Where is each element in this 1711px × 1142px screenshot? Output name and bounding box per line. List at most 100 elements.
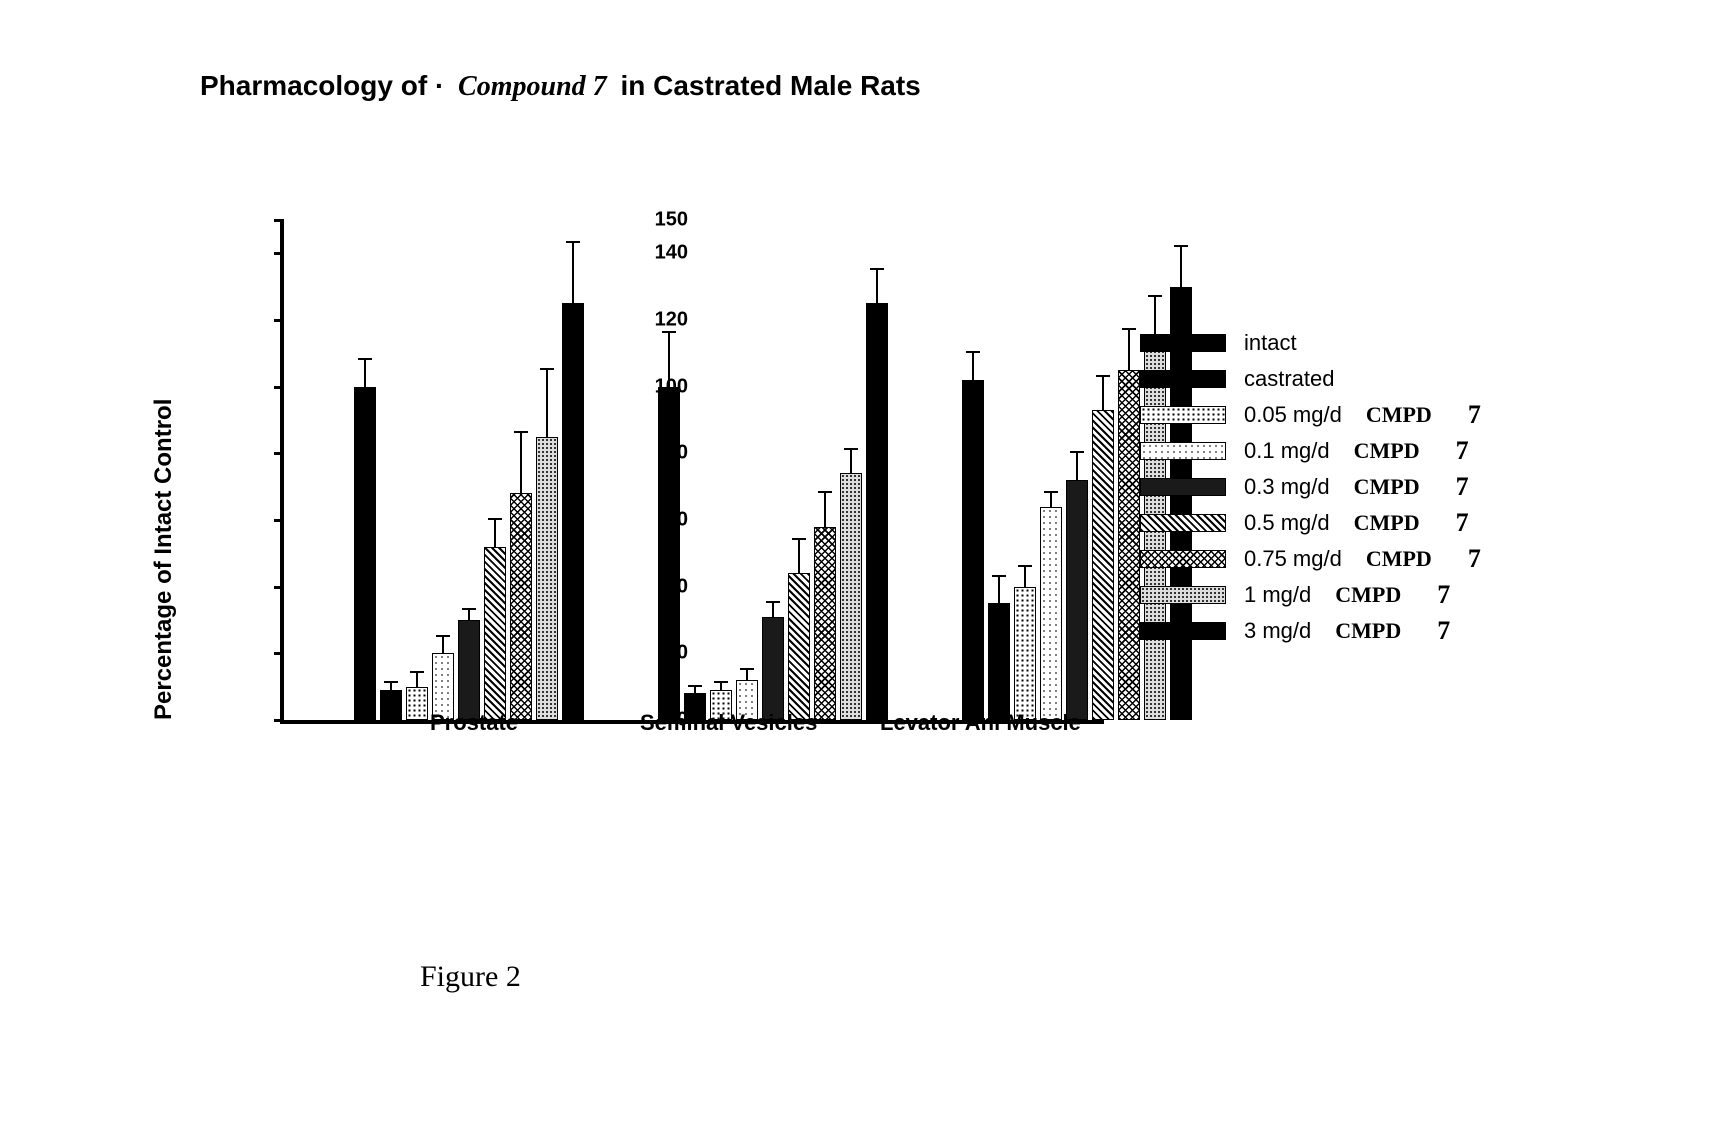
figure-caption: Figure 2 — [420, 960, 521, 994]
legend-row: castrated — [1140, 361, 1481, 397]
error-bar — [694, 687, 696, 694]
bar — [1040, 507, 1062, 720]
bar — [762, 617, 784, 720]
legend-swatch — [1140, 406, 1226, 424]
page: Pharmacology of · Compound 7 in Castrate… — [0, 0, 1711, 1142]
error-bar — [850, 450, 852, 473]
error-bar — [720, 683, 722, 690]
legend-row: 0.05 mg/dCMPD7 — [1140, 397, 1481, 433]
bar — [658, 387, 680, 720]
legend-label: 0.05 mg/d — [1244, 402, 1342, 428]
legend-trail-number: 7 — [1468, 544, 1481, 574]
chart-area: Percentage of Intact Control intactcastr… — [160, 200, 1520, 800]
error-cap — [766, 601, 780, 603]
title-compound-handwritten: Compound 7 — [458, 71, 607, 103]
legend-row: 1 mg/dCMPD7 — [1140, 577, 1481, 613]
legend-swatch — [1140, 622, 1226, 640]
ytick-label: 20 — [666, 642, 688, 665]
bar — [380, 690, 402, 720]
error-cap — [844, 448, 858, 450]
bar — [1092, 410, 1114, 720]
ytick-label: 120 — [655, 309, 688, 332]
legend-trail-number: 7 — [1456, 436, 1469, 466]
ytick-mark — [274, 219, 284, 222]
legend-row: intact — [1140, 325, 1481, 361]
bar — [814, 527, 836, 720]
error-cap — [992, 575, 1006, 577]
error-cap — [462, 608, 476, 610]
error-cap — [1148, 295, 1162, 297]
legend-label: 0.3 mg/d — [1244, 474, 1330, 500]
legend-trail-number: 7 — [1437, 580, 1450, 610]
error-cap — [410, 671, 424, 673]
error-bar — [1102, 377, 1104, 410]
error-bar — [364, 360, 366, 387]
error-cap — [1122, 328, 1136, 330]
bar — [354, 387, 376, 720]
legend-swatch — [1140, 586, 1226, 604]
error-cap — [488, 518, 502, 520]
legend-swatch — [1140, 370, 1226, 388]
ytick-label: 80 — [666, 442, 688, 465]
legend-row: 0.3 mg/dCMPD7 — [1140, 469, 1481, 505]
legend-label: 0.1 mg/d — [1244, 438, 1330, 464]
bar — [484, 547, 506, 720]
legend-handwritten: CMPD — [1354, 474, 1420, 500]
ytick-mark — [274, 519, 284, 522]
legend-row: 0.5 mg/d CMPD 7 — [1140, 505, 1481, 541]
legend-row: 3 mg/dCMPD7 — [1140, 613, 1481, 649]
legend-row: 0.1 mg/dCMPD7 — [1140, 433, 1481, 469]
error-cap — [1044, 491, 1058, 493]
error-cap — [358, 358, 372, 360]
ytick-mark — [274, 719, 284, 722]
error-bar — [494, 520, 496, 547]
chart-title: Pharmacology of · Compound 7 in Castrate… — [200, 70, 921, 103]
bar — [1014, 587, 1036, 720]
error-cap — [514, 431, 528, 433]
bar — [840, 473, 862, 720]
ytick-mark — [274, 386, 284, 389]
legend-label: 3 mg/d — [1244, 618, 1311, 644]
bar — [988, 603, 1010, 720]
y-axis-label: Percentage of Intact Control — [150, 399, 178, 720]
bar — [458, 620, 480, 720]
ytick-label: 40 — [666, 575, 688, 598]
bar — [562, 303, 584, 720]
bar — [866, 303, 888, 720]
error-cap — [714, 681, 728, 683]
error-bar — [876, 270, 878, 303]
ytick-label: 60 — [666, 509, 688, 532]
bar — [536, 437, 558, 720]
ytick-mark — [274, 652, 284, 655]
legend: intactcastrated0.05 mg/dCMPD70.1 mg/dCMP… — [1140, 325, 1481, 649]
error-cap — [1174, 245, 1188, 247]
error-cap — [1018, 565, 1032, 567]
error-cap — [436, 635, 450, 637]
error-cap — [740, 668, 754, 670]
legend-label: 0.5 mg/d — [1244, 510, 1330, 536]
error-bar — [416, 673, 418, 686]
error-cap — [818, 491, 832, 493]
error-bar — [746, 670, 748, 680]
ytick-mark — [274, 252, 284, 255]
error-bar — [772, 603, 774, 616]
legend-swatch — [1140, 550, 1226, 568]
legend-handwritten: CMPD — [1354, 510, 1420, 536]
error-cap — [384, 681, 398, 683]
error-bar — [1024, 567, 1026, 587]
legend-handwritten: CMPD — [1335, 582, 1401, 608]
ytick-label: 140 — [655, 242, 688, 265]
error-bar — [520, 433, 522, 493]
legend-trail-number: 7 — [1437, 616, 1450, 646]
error-bar — [546, 370, 548, 437]
group-label: Prostate — [430, 710, 518, 736]
error-bar — [972, 353, 974, 380]
legend-trail-number: 7 — [1468, 400, 1481, 430]
error-bar — [1180, 247, 1182, 287]
bar — [1066, 480, 1088, 720]
error-bar — [442, 637, 444, 654]
legend-trail-number: 7 — [1456, 508, 1469, 538]
legend-swatch — [1140, 442, 1226, 460]
error-bar — [998, 577, 1000, 604]
legend-swatch — [1140, 514, 1226, 532]
